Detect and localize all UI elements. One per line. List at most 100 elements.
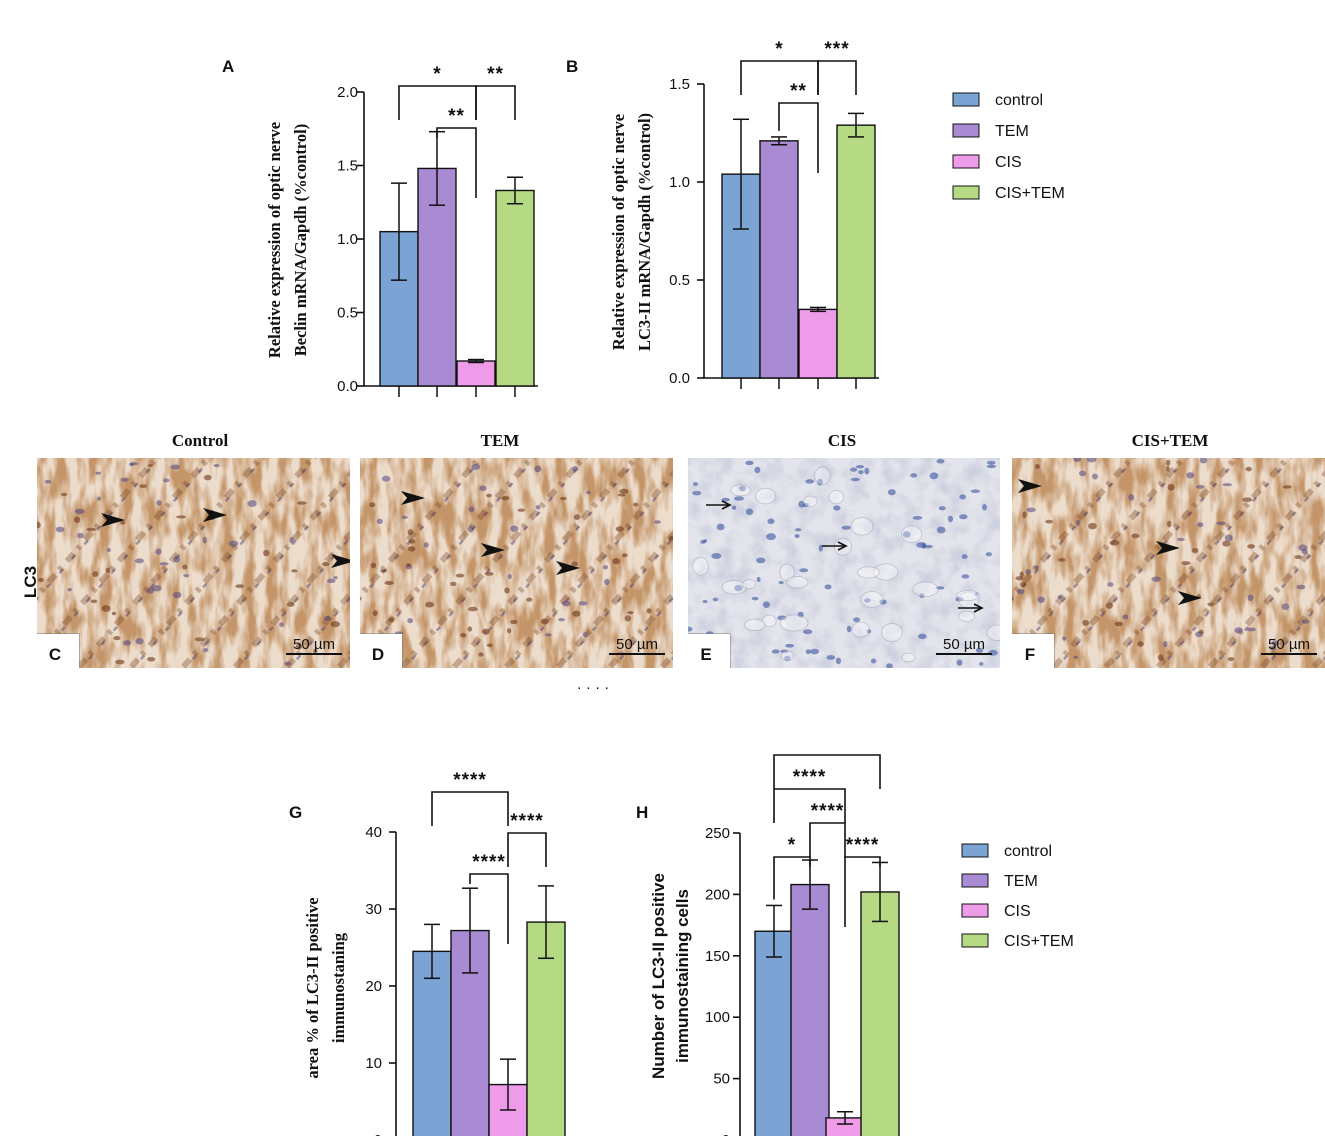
cell-dot [1075,519,1081,526]
cell-dot [1167,483,1175,491]
significance-label: **** [793,767,827,788]
cell-dot [1222,483,1232,487]
y-axis-label-line-1: Number of LC3-II positive [649,873,668,1079]
cell-dot [159,562,169,566]
cell-dot [1131,533,1140,539]
cell-dot [111,611,117,616]
y-axis-label-g: area % of LC3-II positive immunostaning [303,897,348,1078]
scale-bar-label: 50 µm [1268,636,1310,653]
chart-panel-h: H Number of LC3-II positive immunostaini… [636,754,900,1136]
cell-dot [1122,614,1129,620]
cell-dot [106,547,111,553]
cell-dot [151,585,162,592]
y-tick-label: 200 [705,886,730,903]
bar-tem [790,883,830,1136]
micrograph-title: CIS+TEM [1132,431,1209,450]
cell-dot [621,553,628,558]
y-tick-label: 1.5 [669,76,690,93]
cell-dot [1026,507,1036,513]
cell-dot [535,505,541,510]
legend-swatch [952,154,980,169]
cell-dot [1034,463,1040,469]
nucleus-dot [979,661,984,666]
cell-dot [120,477,129,482]
cell-dot [74,516,81,523]
cell-dot [506,627,512,634]
cell-dot [101,605,111,612]
cell-dot [1034,565,1039,570]
nucleus-dot [982,504,987,511]
stained-streak [1012,458,1136,601]
cell-dot [129,462,135,467]
cell-dot [485,493,492,498]
micrograph-cis-tem: CIS+TEM F 50 µm [1012,431,1325,668]
nucleus-dot [731,505,737,510]
nucleus-dot [853,617,861,623]
nucleus-dot [850,477,860,482]
cell-dot [369,502,376,508]
cell-dot [376,518,383,525]
micrograph-letter: E [700,645,711,664]
cell-dot [1224,534,1233,542]
micrograph-tem: TEM D 50 µm [360,431,673,668]
cell-dot [612,558,621,565]
cell-dot [1045,519,1054,524]
nucleus-dot [784,655,791,662]
cell-dot [1167,520,1172,528]
cell-dot [38,577,45,582]
vacuole [901,525,923,544]
y-axis-label-line-2: Beclin mRNA/Gapdh (%control) [291,124,310,357]
letter-box-fill [688,634,730,668]
cell-dot [407,618,414,624]
nucleus-dot [936,526,946,534]
arrowhead-marker [556,561,580,575]
vacuole [721,580,747,595]
panel-letter-g: G [289,803,302,822]
y-axis-label-h: Number of LC3-II positive immunostaining… [649,873,692,1079]
arrowhead-marker [1178,591,1202,605]
micrograph-content [37,458,350,668]
micrograph-texture [688,458,1000,668]
stained-streak [74,458,265,668]
nucleus-dot [766,533,776,541]
cell-dot [1195,485,1205,489]
y-tick-label: 0.0 [337,378,358,395]
nucleus-dot [947,515,954,523]
nucleus-dot [703,539,708,543]
cell-dot [173,556,181,563]
panel-letter-b: B [566,57,578,76]
nucleus-dot [938,506,946,511]
nucleus-dot [692,490,702,496]
stained-streak [360,458,536,661]
legend-label: TEM [1004,873,1038,890]
vacuole [814,466,831,485]
y-tick-label: 100 [705,1009,730,1026]
nucleus-dot [835,657,842,665]
cell-dot [1269,646,1277,651]
cell-dot [401,515,408,520]
nucleus-dot [762,601,770,608]
cell-dot [578,601,588,606]
nucleus-dot [771,649,780,654]
y-axis-label-line-1: area % of LC3-II positive [303,897,322,1078]
legend-swatch [961,843,989,858]
scale-bar-label: 50 µm [616,636,658,653]
bar-cis-tem [836,124,876,379]
y-tick-label: 0 [374,1132,382,1136]
nucleus-dot [886,663,893,668]
cell-dot [326,578,336,584]
cell-dot [289,536,294,544]
significance-label: **** [472,852,506,873]
nucleus-dot [734,584,743,592]
cell-dot [162,478,170,483]
cell-dot [322,561,330,567]
legend-label: CIS [995,154,1022,171]
cell-dot [1137,641,1144,647]
chart-panel-a: A Relative expression of optic nerve Bec… [222,57,538,397]
vacuole [986,624,1000,641]
legend-label: CIS+TEM [1004,933,1074,950]
nucleus-dot [785,643,795,648]
significance-bracket [817,60,857,95]
vacuole [860,591,884,608]
cell-dot [139,484,147,488]
